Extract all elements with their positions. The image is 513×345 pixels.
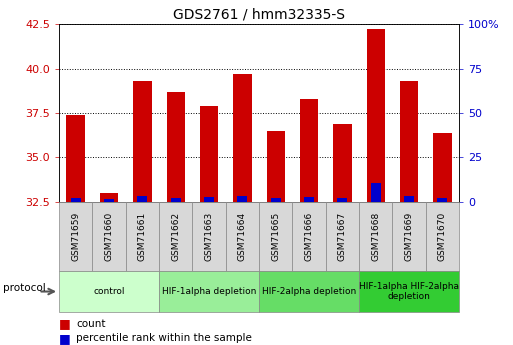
- Bar: [404, 197, 414, 202]
- Text: ■: ■: [59, 332, 71, 345]
- Bar: [371, 183, 381, 202]
- Text: GSM71661: GSM71661: [138, 212, 147, 261]
- Text: GSM71660: GSM71660: [105, 212, 113, 261]
- Bar: [304, 197, 314, 202]
- Text: count: count: [76, 319, 106, 328]
- Text: GSM71666: GSM71666: [305, 212, 313, 261]
- Bar: [326, 202, 359, 271]
- Bar: [200, 106, 218, 202]
- Bar: [159, 271, 259, 312]
- Bar: [233, 74, 251, 202]
- Bar: [192, 202, 226, 271]
- Bar: [392, 202, 426, 271]
- Bar: [338, 198, 347, 202]
- Bar: [259, 271, 359, 312]
- Bar: [92, 202, 126, 271]
- Text: percentile rank within the sample: percentile rank within the sample: [76, 333, 252, 343]
- Text: GSM71663: GSM71663: [205, 212, 213, 261]
- Bar: [300, 99, 318, 202]
- Bar: [433, 132, 451, 202]
- Text: GSM71664: GSM71664: [238, 212, 247, 261]
- Bar: [126, 202, 159, 271]
- Bar: [426, 202, 459, 271]
- Text: GSM71670: GSM71670: [438, 212, 447, 261]
- Bar: [238, 196, 247, 202]
- Text: GSM71665: GSM71665: [271, 212, 280, 261]
- Text: ■: ■: [59, 317, 71, 330]
- Bar: [67, 115, 85, 202]
- Bar: [259, 202, 292, 271]
- Text: GSM71668: GSM71668: [371, 212, 380, 261]
- Bar: [59, 271, 159, 312]
- Text: GSM71662: GSM71662: [171, 212, 180, 261]
- Bar: [226, 202, 259, 271]
- Bar: [359, 202, 392, 271]
- Text: GSM71669: GSM71669: [405, 212, 413, 261]
- Bar: [159, 202, 192, 271]
- Bar: [292, 202, 326, 271]
- Text: control: control: [93, 287, 125, 296]
- Text: HIF-1alpha depletion: HIF-1alpha depletion: [162, 287, 256, 296]
- Bar: [333, 124, 351, 202]
- Bar: [267, 131, 285, 202]
- Title: GDS2761 / hmm32335-S: GDS2761 / hmm32335-S: [173, 8, 345, 22]
- Bar: [400, 81, 418, 202]
- Bar: [59, 202, 92, 271]
- Text: HIF-1alpha HIF-2alpha
depletion: HIF-1alpha HIF-2alpha depletion: [359, 282, 459, 301]
- Text: protocol: protocol: [3, 283, 45, 293]
- Bar: [271, 198, 281, 202]
- Bar: [171, 198, 181, 202]
- Bar: [133, 81, 151, 202]
- Bar: [359, 271, 459, 312]
- Bar: [204, 197, 214, 202]
- Bar: [71, 198, 81, 202]
- Text: GSM71667: GSM71667: [338, 212, 347, 261]
- Bar: [100, 193, 118, 202]
- Text: GSM71659: GSM71659: [71, 212, 80, 261]
- Bar: [104, 199, 114, 202]
- Bar: [137, 196, 147, 202]
- Bar: [167, 92, 185, 202]
- Bar: [438, 198, 447, 202]
- Text: HIF-2alpha depletion: HIF-2alpha depletion: [262, 287, 356, 296]
- Bar: [367, 29, 385, 202]
